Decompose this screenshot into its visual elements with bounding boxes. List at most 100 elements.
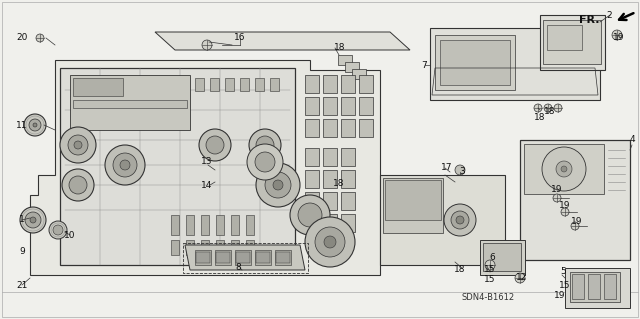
- Bar: [201, 240, 209, 255]
- Bar: [440, 40, 510, 85]
- Bar: [383, 178, 443, 233]
- Text: 8: 8: [235, 263, 241, 272]
- Circle shape: [74, 141, 82, 149]
- Bar: [323, 97, 337, 115]
- Text: SDN4-B1612: SDN4-B1612: [461, 293, 515, 302]
- Bar: [305, 192, 319, 210]
- Circle shape: [255, 152, 275, 172]
- Circle shape: [455, 165, 465, 175]
- Text: 19: 19: [572, 218, 583, 226]
- Circle shape: [265, 172, 291, 198]
- Text: 18: 18: [333, 179, 345, 188]
- Circle shape: [554, 104, 562, 112]
- Bar: [246, 240, 254, 255]
- Bar: [183, 243, 308, 273]
- Bar: [520, 140, 630, 260]
- Bar: [341, 75, 355, 93]
- Text: 19: 19: [554, 291, 566, 300]
- Circle shape: [68, 135, 88, 155]
- Bar: [341, 214, 355, 232]
- Circle shape: [60, 127, 96, 163]
- Circle shape: [36, 34, 44, 42]
- Bar: [565, 268, 630, 308]
- Bar: [435, 35, 515, 90]
- Bar: [275, 250, 291, 265]
- Bar: [73, 100, 187, 108]
- Circle shape: [256, 136, 274, 154]
- Circle shape: [202, 40, 212, 50]
- Bar: [323, 75, 337, 93]
- Text: 13: 13: [201, 158, 212, 167]
- Circle shape: [69, 176, 87, 194]
- Text: 11: 11: [16, 121, 28, 130]
- Text: 20: 20: [16, 33, 28, 42]
- Bar: [345, 62, 359, 72]
- Bar: [305, 170, 319, 188]
- Circle shape: [120, 160, 130, 170]
- Bar: [270, 78, 279, 91]
- Circle shape: [561, 208, 569, 216]
- Circle shape: [53, 225, 63, 235]
- Text: 5: 5: [560, 268, 566, 277]
- Bar: [201, 215, 209, 235]
- Circle shape: [256, 163, 300, 207]
- Text: 21: 21: [16, 280, 28, 290]
- Bar: [341, 148, 355, 166]
- Bar: [480, 240, 525, 275]
- Text: 10: 10: [64, 231, 76, 240]
- Circle shape: [534, 104, 542, 112]
- Bar: [352, 69, 366, 79]
- Bar: [215, 250, 231, 265]
- Circle shape: [451, 211, 469, 229]
- Bar: [323, 192, 337, 210]
- Circle shape: [105, 145, 145, 185]
- Text: 15: 15: [559, 280, 571, 290]
- Polygon shape: [30, 60, 380, 275]
- Bar: [570, 272, 620, 302]
- Text: 15: 15: [484, 265, 496, 275]
- Text: 14: 14: [202, 181, 212, 189]
- Text: 17: 17: [441, 164, 452, 173]
- Bar: [70, 75, 190, 130]
- Bar: [604, 274, 616, 299]
- Bar: [359, 97, 373, 115]
- Bar: [524, 144, 604, 194]
- Circle shape: [273, 180, 283, 190]
- Polygon shape: [185, 245, 305, 270]
- Circle shape: [456, 216, 464, 224]
- Text: 18: 18: [534, 114, 546, 122]
- Circle shape: [206, 136, 224, 154]
- Circle shape: [556, 161, 572, 177]
- Bar: [225, 78, 234, 91]
- Circle shape: [612, 30, 622, 40]
- Circle shape: [24, 114, 46, 136]
- Bar: [240, 78, 249, 91]
- Bar: [186, 215, 194, 235]
- Circle shape: [305, 217, 355, 267]
- Bar: [195, 78, 204, 91]
- Bar: [385, 180, 441, 220]
- Polygon shape: [60, 68, 295, 265]
- Circle shape: [444, 204, 476, 236]
- Bar: [216, 215, 224, 235]
- Text: 18: 18: [334, 43, 346, 53]
- Bar: [305, 97, 319, 115]
- Circle shape: [33, 123, 37, 127]
- Bar: [231, 215, 239, 235]
- Text: 3: 3: [459, 167, 465, 176]
- Circle shape: [324, 236, 336, 248]
- Text: 18: 18: [544, 108, 556, 116]
- Bar: [323, 214, 337, 232]
- Bar: [216, 252, 230, 263]
- Circle shape: [247, 144, 283, 180]
- Bar: [540, 15, 605, 70]
- Bar: [341, 192, 355, 210]
- Bar: [231, 240, 239, 255]
- Circle shape: [571, 222, 579, 230]
- Text: 1: 1: [19, 216, 25, 225]
- Text: 19: 19: [613, 33, 625, 42]
- Circle shape: [20, 207, 46, 233]
- Bar: [305, 75, 319, 93]
- Bar: [305, 148, 319, 166]
- Text: 12: 12: [516, 273, 528, 283]
